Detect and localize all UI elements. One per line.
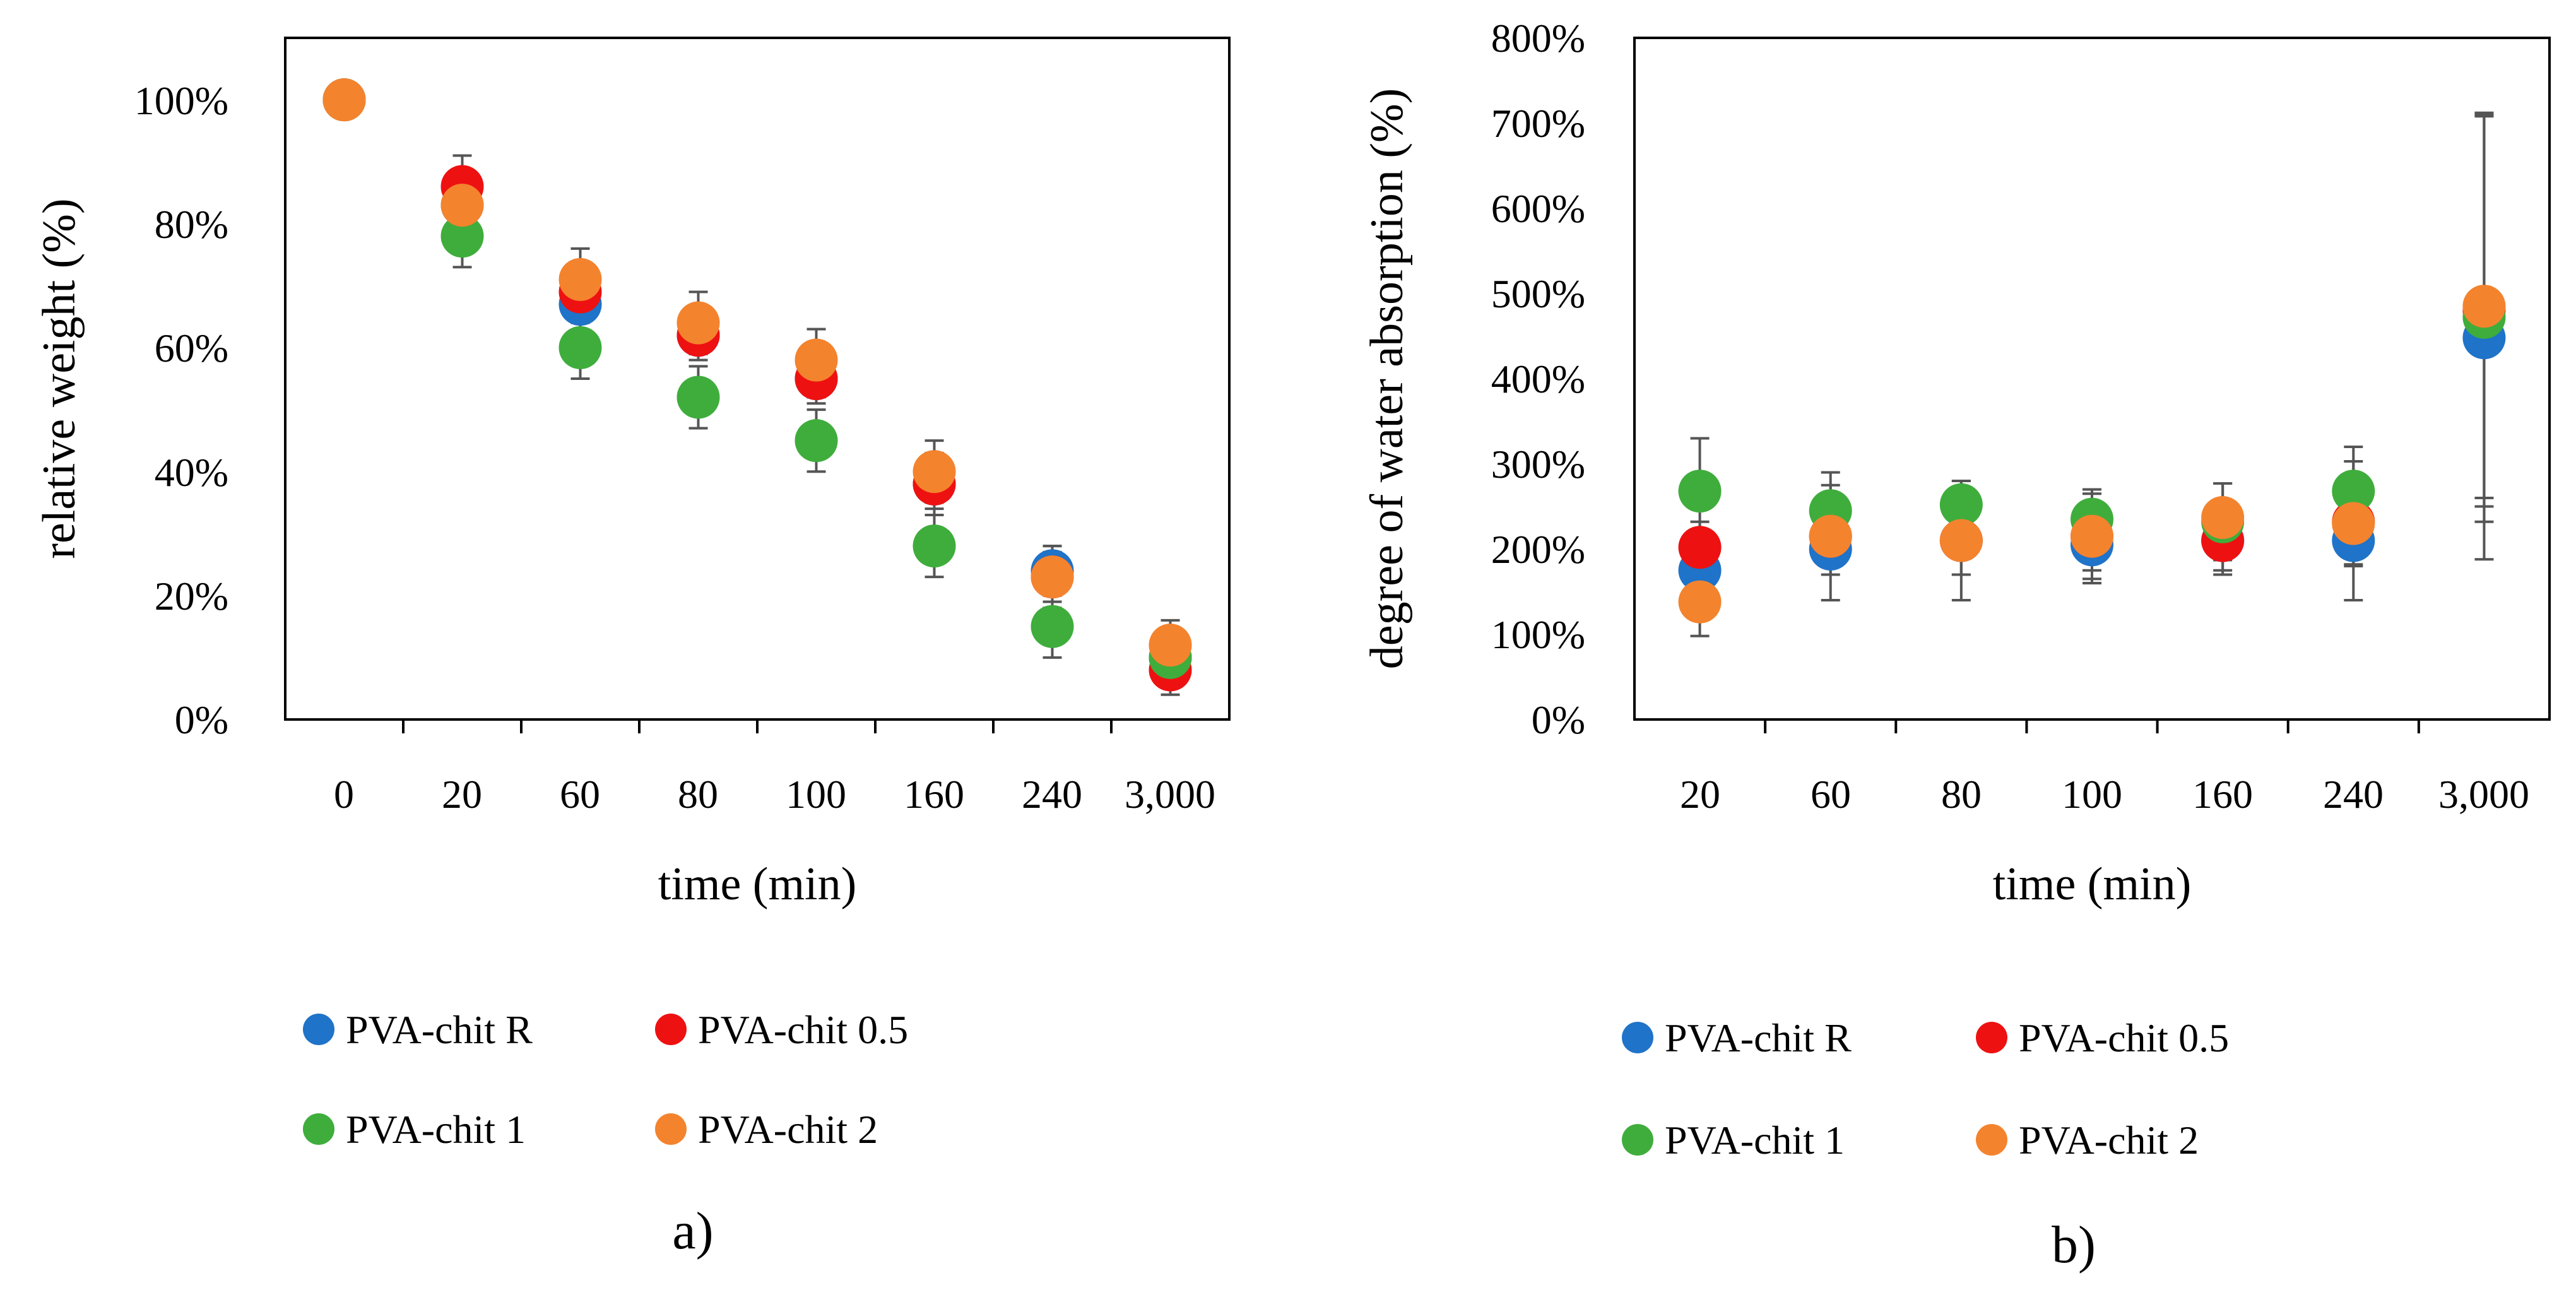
- chart-a-x-ticks: [402, 719, 1113, 733]
- chart-a-ytick-label: 40%: [155, 450, 228, 495]
- chart-b-ytick-label: 100%: [1491, 612, 1585, 657]
- chart-a-y-axis-title: relative weight (%): [33, 198, 85, 559]
- chart-b-ytick-label: 200%: [1491, 527, 1585, 572]
- chart-a-plot-frame: [284, 37, 1231, 721]
- point-pva-chit-1: [795, 419, 838, 463]
- chart-b-panel-label: b): [2052, 1216, 2096, 1274]
- legend-label: PVA-chit 2: [698, 1107, 878, 1152]
- point-pva-chit-2: [2201, 496, 2245, 540]
- chart-a-xtick-label: 3,000: [1125, 772, 1215, 817]
- legend-marker-pva-chit-1: [303, 1113, 334, 1145]
- legend-label: PVA-chit R: [346, 1007, 533, 1052]
- chart-b-x-ticks: [1764, 719, 2420, 733]
- chart-a-xtick-label: 0: [334, 772, 354, 817]
- chart-a-ytick-label: 20%: [155, 574, 228, 618]
- chart-b-ytick-label: 500%: [1491, 271, 1585, 316]
- legend-label: PVA-chit 1: [1665, 1118, 1845, 1163]
- chart-b-xtick-label: 60: [1811, 772, 1851, 817]
- chart-b-ytick-label: 700%: [1491, 101, 1585, 146]
- point-pva-chit-2: [322, 78, 366, 122]
- chart-b-points: [1678, 285, 2506, 624]
- chart-b-xtick-label: 80: [1941, 772, 1982, 817]
- point-pva-chit-1: [1939, 483, 1983, 526]
- legend-label: PVA-chit 1: [346, 1107, 526, 1152]
- chart-b-ytick-label: 800%: [1491, 16, 1585, 61]
- point-pva-chit-2: [2332, 502, 2375, 545]
- point-pva-chit-1: [558, 326, 602, 369]
- chart-a: 0% 20% 40% 60% 80% 100% 0 20 60 80 100 1…: [33, 37, 1231, 1260]
- chart-b-xtick-label: 20: [1680, 772, 1720, 817]
- chart-a-xtick-label: 80: [678, 772, 718, 817]
- chart-a-y-tick-labels: 0% 20% 40% 60% 80% 100%: [134, 78, 228, 742]
- point-pva-chit-1: [440, 215, 484, 258]
- chart-b-x-axis-title: time (min): [1993, 858, 2191, 910]
- chart-b: 0% 100% 200% 300% 400% 500% 600% 700% 80…: [1361, 16, 2551, 1274]
- chart-a-ytick-label: 60%: [155, 326, 228, 370]
- chart-a-ytick-label: 100%: [134, 78, 228, 123]
- chart-a-xtick-label: 160: [904, 772, 964, 817]
- point-pva-chit-2: [1149, 624, 1192, 667]
- legend-marker-pva-chit-r: [1622, 1022, 1653, 1053]
- chart-a-panel-label: a): [672, 1202, 713, 1260]
- chart-a-ytick-label: 80%: [155, 202, 228, 247]
- legend-marker-pva-chit-2: [655, 1113, 687, 1145]
- point-pva-chit-2: [1809, 514, 1852, 558]
- chart-b-y-tick-labels: 0% 100% 200% 300% 400% 500% 600% 700% 80…: [1491, 16, 1585, 742]
- chart-b-xtick-label: 3,000: [2438, 772, 2529, 817]
- chart-a-ytick-label: 0%: [175, 697, 228, 742]
- point-pva-chit-2: [1939, 519, 1983, 562]
- legend-marker-pva-chit-1: [1622, 1124, 1653, 1156]
- chart-b-xtick-label: 160: [2192, 772, 2253, 817]
- chart-b-x-tick-labels: 20 60 80 100 160 240 3,000: [1680, 772, 2529, 817]
- point-pva-chit-2: [1031, 555, 1074, 599]
- chart-a-xtick-label: 240: [1022, 772, 1082, 817]
- point-pva-chit-0-5: [1678, 526, 1722, 569]
- chart-b-ytick-label: 300%: [1491, 442, 1585, 487]
- point-pva-chit-1: [676, 376, 720, 419]
- point-pva-chit-1: [1678, 470, 1722, 513]
- chart-a-x-tick-labels: 0 20 60 80 100 160 240 3,000: [334, 772, 1215, 817]
- chart-b-ytick-label: 400%: [1491, 357, 1585, 401]
- chart-b-ytick-label: 0%: [1532, 697, 1585, 742]
- legend-marker-pva-chit-0-5: [655, 1014, 687, 1045]
- legend-marker-pva-chit-2: [1976, 1124, 2007, 1156]
- point-pva-chit-1: [1031, 605, 1074, 648]
- point-pva-chit-2: [440, 184, 484, 227]
- chart-b-ytick-label: 600%: [1491, 186, 1585, 231]
- chart-a-legend: PVA-chit R PVA-chit 0.5 PVA-chit 1 PVA-c…: [303, 1007, 908, 1152]
- point-pva-chit-2: [2071, 514, 2113, 558]
- point-pva-chit-1: [913, 524, 956, 568]
- point-pva-chit-2: [1678, 580, 1722, 624]
- chart-b-y-axis-title: degree of water absorption (%): [1361, 88, 1413, 669]
- chart-a-points: [322, 78, 1192, 692]
- chart-b-xtick-label: 240: [2323, 772, 2384, 817]
- chart-a-xtick-label: 100: [786, 772, 846, 817]
- point-pva-chit-2: [795, 338, 838, 382]
- legend-label: PVA-chit 2: [2019, 1118, 2199, 1163]
- chart-b-xtick-label: 100: [2062, 772, 2122, 817]
- legend-marker-pva-chit-0-5: [1976, 1022, 2007, 1053]
- legend-label: PVA-chit R: [1665, 1015, 1852, 1060]
- chart-b-plot-frame: [1633, 37, 2551, 721]
- point-pva-chit-1: [2332, 470, 2375, 513]
- legend-marker-pva-chit-r: [303, 1014, 334, 1045]
- point-pva-chit-2: [558, 257, 602, 301]
- legend-label: PVA-chit 0.5: [2019, 1015, 2229, 1060]
- legend-label: PVA-chit 0.5: [698, 1007, 908, 1052]
- chart-a-x-axis-title: time (min): [658, 858, 856, 910]
- chart-b-legend: PVA-chit R PVA-chit 0.5 PVA-chit 1 PVA-c…: [1622, 1015, 2229, 1163]
- point-pva-chit-2: [913, 450, 956, 494]
- chart-a-xtick-label: 20: [442, 772, 482, 817]
- point-pva-chit-2: [676, 301, 720, 345]
- point-pva-chit-2: [2462, 285, 2506, 328]
- chart-a-xtick-label: 60: [560, 772, 600, 817]
